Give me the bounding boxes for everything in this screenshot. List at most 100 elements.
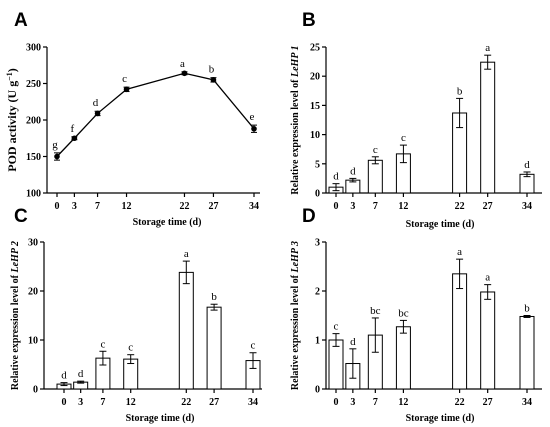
significance-letter: d [78, 368, 84, 380]
panel-letter: C [14, 206, 28, 227]
x-tick-label: 0 [62, 397, 67, 408]
x-tick-label: 3 [350, 201, 355, 212]
y-tick-label: 300 [26, 43, 41, 54]
panel-letter: D [302, 206, 316, 227]
y-tick-label: 5 [315, 159, 320, 170]
x-tick-label: 7 [100, 397, 105, 408]
y-tick-label: 10 [28, 336, 38, 347]
significance-letter: d [93, 97, 99, 109]
x-tick-label: 0 [334, 397, 339, 408]
significance-letter: d [350, 336, 356, 348]
x-tick-label: 27 [483, 397, 493, 408]
x-axis-title: Storage time (d) [406, 413, 475, 424]
y-tick-label: 0 [315, 189, 320, 200]
significance-letter: b [524, 303, 530, 315]
y-tick-label: 1 [315, 336, 320, 347]
x-tick-label: 7 [373, 201, 378, 212]
x-tick-label: 0 [334, 201, 339, 212]
bar [178, 271, 194, 390]
significance-letter: bc [370, 305, 381, 317]
x-tick-label: 3 [350, 397, 355, 408]
y-axis-title: Relative expression level of LeHP 2 [10, 241, 21, 390]
significance-letter: d [61, 370, 67, 382]
x-tick-label: 34 [522, 397, 532, 408]
x-axis-title: Storage time (d) [126, 413, 195, 424]
bar [367, 159, 383, 194]
x-tick-label: 3 [72, 201, 77, 212]
x-axis-title: Storage time (d) [406, 219, 475, 230]
significance-letter: b [209, 64, 215, 76]
significance-letter: b [211, 291, 217, 303]
bar [206, 306, 222, 390]
data-point [94, 110, 101, 117]
y-tick-label: 10 [310, 130, 320, 141]
y-tick-label: 3 [315, 238, 320, 249]
y-tick-label: 0 [33, 385, 38, 396]
significance-letter: a [184, 248, 189, 260]
x-tick-label: 3 [78, 397, 83, 408]
bar [480, 291, 496, 390]
significance-letter: c [100, 338, 105, 350]
x-tick-label: 34 [522, 201, 532, 212]
x-tick-label: 0 [55, 201, 60, 212]
data-point [71, 135, 78, 142]
significance-letter: c [251, 340, 256, 352]
y-axis-title: Relative expression level of LeHP 1 [290, 45, 301, 194]
x-tick-label: 22 [455, 201, 465, 212]
y-tick-label: 30 [28, 238, 38, 249]
y-axis-title: Relative expression level of LeHP 3 [290, 241, 301, 390]
significance-letter: g [52, 139, 58, 151]
x-tick-label: 7 [373, 397, 378, 408]
x-tick-label: 27 [208, 201, 218, 212]
y-tick-label: 25 [310, 43, 320, 54]
y-tick-label: 2 [315, 287, 320, 298]
significance-letter: c [122, 73, 127, 85]
y-tick-label: 20 [28, 287, 38, 298]
significance-letter: bc [398, 307, 409, 319]
panel-a: A 100 150 200 250 300 0 3 7 12 22 27 34 Storage time … [5, 10, 260, 228]
series-line [56, 72, 255, 157]
significance-letter: c [128, 342, 133, 354]
data-point [123, 86, 130, 93]
x-tick-label: 34 [249, 201, 259, 212]
significance-letter: f [71, 123, 75, 135]
x-tick-label: 12 [398, 201, 408, 212]
significance-letter: d [350, 165, 356, 177]
significance-letter: a [485, 272, 490, 284]
bar [519, 315, 535, 390]
y-tick-label: 0 [315, 385, 320, 396]
significance-letter: a [485, 42, 490, 54]
y-tick-label: 200 [26, 116, 41, 127]
y-axis-title: POD activity (U g−1) [5, 68, 20, 172]
data-point [210, 77, 217, 83]
data-point [54, 153, 60, 160]
bar [480, 61, 496, 194]
bar [328, 339, 344, 390]
y-tick-label: 250 [26, 79, 41, 90]
significance-letter: b [457, 85, 463, 97]
x-tick-label: 27 [209, 397, 219, 408]
x-tick-label: 22 [179, 201, 189, 212]
x-tick-label: 7 [95, 201, 100, 212]
y-tick-label: 150 [26, 152, 41, 163]
y-tick-label: 20 [310, 72, 320, 83]
bar [395, 326, 411, 390]
data-point [181, 70, 188, 77]
bar [452, 273, 468, 390]
panel-letter: A [14, 10, 28, 31]
panel-letter: B [302, 10, 316, 31]
significance-letter: e [250, 111, 255, 123]
x-tick-label: 27 [483, 201, 493, 212]
significance-letter: c [334, 321, 339, 333]
y-tick-label: 100 [26, 189, 41, 200]
significance-letter: c [373, 144, 378, 156]
y-tick-label: 15 [310, 101, 320, 112]
x-tick-label: 12 [398, 397, 408, 408]
significance-letter: d [333, 171, 339, 183]
x-tick-label: 22 [181, 397, 191, 408]
x-tick-label: 12 [122, 201, 132, 212]
